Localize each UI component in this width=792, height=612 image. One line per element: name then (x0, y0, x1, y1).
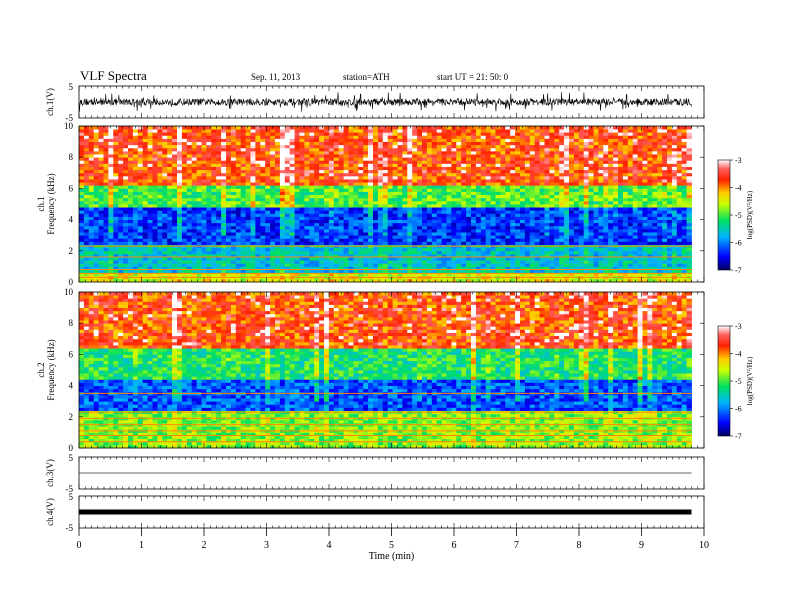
header-station: station=ATH (343, 72, 390, 82)
channel-label: ch.1 (36, 196, 46, 211)
y-tick-label: 5 (69, 82, 74, 92)
y-tick-label: 0 (69, 277, 74, 287)
colorbar-tick-label: -6 (735, 405, 742, 414)
ch1-spectrogram-panel: 0 2 4 6 8 10 ch.1 Frequency (kHz) (36, 121, 705, 287)
y-axis-label: Frequency (kHz) (46, 173, 56, 234)
ch4-waveform-panel: 5 -5 ch.4(V) (45, 492, 705, 533)
y-tick-label: 0 (69, 443, 74, 453)
y-tick-label: 5 (69, 453, 74, 463)
y-tick-label: 2 (69, 246, 74, 256)
y-tick-label: 2 (69, 412, 74, 422)
x-tick-label: 8 (577, 540, 582, 551)
y-tick-label: -5 (66, 523, 74, 533)
colorbar-tick-label: -4 (735, 350, 742, 359)
colorbar-tick-label: -5 (735, 377, 742, 386)
y-tick-label: 5 (69, 492, 74, 502)
colorbar-tick-label: -5 (735, 211, 742, 220)
x-axis-label: Time (min) (369, 551, 414, 562)
x-tick-label: 5 (389, 540, 394, 551)
x-tick-label: 9 (639, 540, 644, 551)
ch2-colorbar: -3 -4 -5 -6 -7 log(PSD)(V²/Hz) (717, 322, 754, 441)
colorbar-tick-label: -3 (735, 156, 742, 165)
y-axis-label: ch.3(V) (45, 459, 55, 487)
y-tick-label: 4 (69, 215, 74, 225)
ch1-colorbar: -3 -4 -5 -6 -7 log(PSD)(V²/Hz) (717, 156, 754, 275)
y-tick-label: 8 (69, 318, 74, 328)
x-tick-label: 1 (139, 540, 144, 551)
colorbar-gradient (717, 159, 731, 271)
spectrogram-cells (79, 292, 692, 449)
colorbar-tick-label: -7 (735, 432, 742, 441)
x-tick-label: 3 (264, 540, 269, 551)
y-tick-label: 10 (64, 287, 74, 297)
ch4-trace (79, 509, 692, 515)
header-start-time: start UT = 21: 50: 0 (437, 72, 509, 82)
ch1-waveform-panel: 5 -5 ch.1(V) (45, 82, 705, 123)
x-tick-label: 7 (514, 540, 519, 551)
y-tick-label: 6 (69, 349, 74, 359)
y-tick-label: 10 (64, 121, 74, 131)
figure-title: VLF Spectra (80, 68, 147, 83)
y-tick-label: -5 (66, 113, 74, 123)
colorbar-tick-label: -4 (735, 184, 742, 193)
spectrogram-cells (79, 126, 692, 283)
y-axis-label: ch.4(V) (45, 498, 55, 526)
ch1-trace (78, 92, 692, 112)
colorbar-gradient (717, 325, 731, 437)
colorbar-tick-label: -3 (735, 322, 742, 331)
y-tick-label: -5 (66, 484, 74, 494)
colorbar-tick-label: -6 (735, 239, 742, 248)
x-tick-label: 4 (327, 540, 332, 551)
header-date: Sep. 11, 2013 (251, 72, 301, 82)
time-axis: 0 1 2 3 4 5 6 7 8 9 10 Time (min) (77, 528, 709, 562)
y-tick-label: 6 (69, 183, 74, 193)
ch3-waveform-panel: 5 -5 ch.3(V) (45, 453, 705, 494)
colorbar-label: log(PSD)(V²/Hz) (746, 356, 754, 405)
y-tick-label: 8 (69, 152, 74, 162)
ch2-spectrogram-panel: 0 2 4 6 8 10 ch.2 Frequency (kHz) (36, 287, 705, 453)
y-axis-label: Frequency (kHz) (46, 339, 56, 400)
colorbar-tick-label: -7 (735, 266, 742, 275)
y-tick-label: 4 (69, 381, 74, 391)
x-tick-label: 2 (202, 540, 207, 551)
x-tick-label: 6 (452, 540, 457, 551)
y-axis-label: ch.1(V) (45, 88, 55, 116)
x-tick-label: 10 (699, 540, 709, 551)
x-tick-label: 0 (77, 540, 82, 551)
channel-label: ch.2 (36, 362, 46, 377)
colorbar-label: log(PSD)(V²/Hz) (746, 190, 754, 239)
